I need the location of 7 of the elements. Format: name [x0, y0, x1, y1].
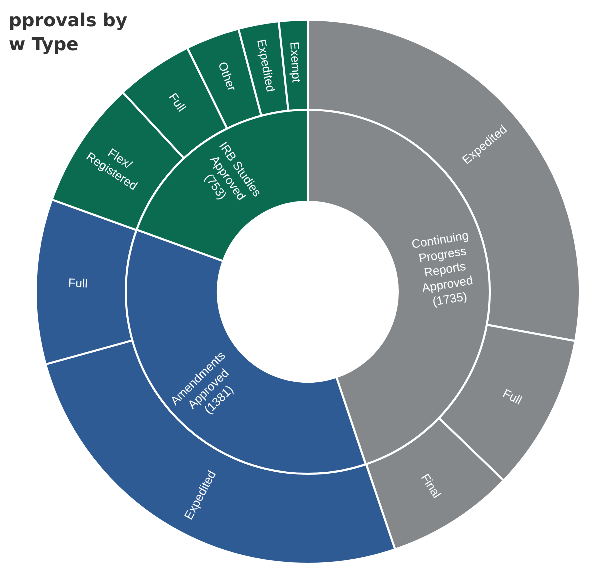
slice-label: Exempt — [288, 42, 304, 84]
slice-label: Other — [216, 60, 240, 94]
slice-label: Full — [68, 276, 88, 291]
slice-label: Full — [500, 386, 524, 408]
slice-label: Expedited — [254, 38, 278, 94]
chart-title: pprovals by w Type — [9, 10, 128, 56]
slice-label: Full — [166, 90, 189, 115]
